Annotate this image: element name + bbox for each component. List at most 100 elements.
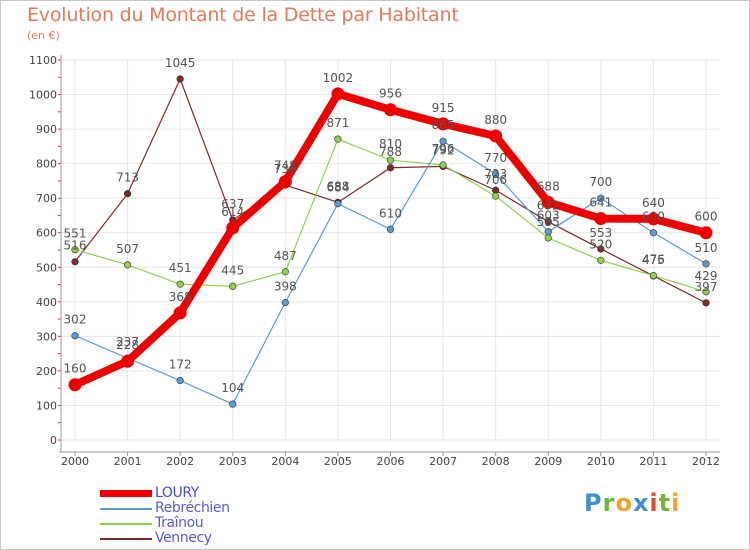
data-point xyxy=(489,129,503,143)
data-label: 585 xyxy=(537,215,560,229)
y-tick-label: 300 xyxy=(36,330,57,343)
data-point xyxy=(544,228,552,236)
data-label: 880 xyxy=(484,113,507,127)
data-label: 603 xyxy=(537,209,560,223)
data-label: 476 xyxy=(642,253,665,267)
data-label: 172 xyxy=(169,358,192,372)
x-tick-label: 2006 xyxy=(377,455,405,468)
data-point xyxy=(439,137,447,145)
data-point xyxy=(176,75,184,83)
data-point xyxy=(229,400,237,408)
x-tick-label: 2007 xyxy=(429,455,457,468)
x-tick-label: 2011 xyxy=(639,455,667,468)
logo-letter: i xyxy=(649,489,659,517)
data-label: 788 xyxy=(379,145,402,159)
data-label: 637 xyxy=(221,197,244,211)
data-label: 1002 xyxy=(323,71,354,85)
data-label: 398 xyxy=(274,280,297,294)
data-point xyxy=(173,306,187,320)
x-tick-label: 2004 xyxy=(271,455,299,468)
data-point xyxy=(386,164,395,172)
data-point xyxy=(597,256,605,264)
data-label: 600 xyxy=(695,210,718,224)
logo-letter: i xyxy=(671,489,681,517)
data-label: 770 xyxy=(484,151,507,165)
legend-swatch xyxy=(100,523,152,525)
x-tick-label: 2010 xyxy=(587,455,615,468)
x-tick-label: 2012 xyxy=(692,455,720,468)
data-point xyxy=(702,299,710,307)
data-point xyxy=(597,245,605,253)
x-tick-label: 2009 xyxy=(534,455,562,468)
data-point xyxy=(386,156,395,164)
data-point xyxy=(71,332,79,340)
data-point xyxy=(123,190,132,198)
y-tick-label: 1100 xyxy=(29,54,57,67)
x-tick-label: 2000 xyxy=(61,455,89,468)
data-point xyxy=(386,225,395,233)
data-label: 688 xyxy=(537,179,560,193)
data-label: 632 xyxy=(537,199,560,213)
data-label: 237 xyxy=(116,335,139,349)
logo-letter: o xyxy=(615,489,633,517)
data-point xyxy=(281,268,289,276)
data-label: 640 xyxy=(642,196,665,210)
data-point xyxy=(646,212,660,226)
data-label: 688 xyxy=(326,179,349,193)
data-label: 302 xyxy=(64,313,87,327)
data-label: 792 xyxy=(432,143,455,157)
data-label: 445 xyxy=(221,263,244,277)
data-point xyxy=(594,212,608,226)
data-label: 487 xyxy=(274,249,297,263)
data-point xyxy=(123,261,132,269)
x-tick-label: 2002 xyxy=(166,455,194,468)
data-label: 368 xyxy=(169,290,192,304)
data-point xyxy=(68,378,82,392)
y-tick-label: 1000 xyxy=(29,89,57,102)
chart-unit-label: (en €) xyxy=(27,29,60,42)
y-tick-label: 700 xyxy=(36,192,57,205)
logo-letter: P xyxy=(584,489,603,517)
data-point xyxy=(436,117,450,131)
data-point xyxy=(331,87,345,101)
data-point xyxy=(334,135,342,143)
data-label: 160 xyxy=(64,362,87,376)
y-tick-label: 100 xyxy=(36,399,57,412)
data-label: 641 xyxy=(589,196,612,210)
data-label: 451 xyxy=(169,261,192,275)
y-tick-label: 200 xyxy=(36,365,57,378)
data-label: 706 xyxy=(484,173,507,187)
data-label: 1045 xyxy=(165,56,196,70)
data-point xyxy=(281,298,289,307)
data-point xyxy=(121,354,135,368)
data-point xyxy=(492,170,500,178)
x-tick-label: 2003 xyxy=(219,455,247,468)
y-tick-label: 400 xyxy=(36,296,57,309)
data-point xyxy=(278,175,292,189)
data-label: 520 xyxy=(589,237,612,251)
legend-swatch xyxy=(100,490,152,497)
x-tick-label: 2008 xyxy=(482,455,510,468)
data-point xyxy=(439,161,447,169)
logo-letter: x xyxy=(632,489,650,517)
data-label: 610 xyxy=(379,206,402,220)
data-label: 810 xyxy=(379,137,402,151)
data-label: 871 xyxy=(326,116,349,130)
data-label: 748 xyxy=(274,159,297,173)
data-label: 684 xyxy=(326,181,349,195)
data-point xyxy=(544,234,552,242)
data-label: 700 xyxy=(589,175,612,189)
data-point xyxy=(541,195,555,209)
legend-label: Vennecy xyxy=(155,530,212,546)
data-label: 429 xyxy=(695,269,718,283)
data-point xyxy=(71,258,79,266)
data-point xyxy=(71,246,79,254)
data-point xyxy=(597,194,605,202)
data-point xyxy=(492,192,500,200)
data-label: 397 xyxy=(695,280,718,294)
data-label: 614 xyxy=(221,205,244,219)
data-label: 865 xyxy=(432,118,455,132)
data-label: 956 xyxy=(379,87,402,101)
data-point xyxy=(702,260,710,268)
y-tick-label: 600 xyxy=(36,227,57,240)
